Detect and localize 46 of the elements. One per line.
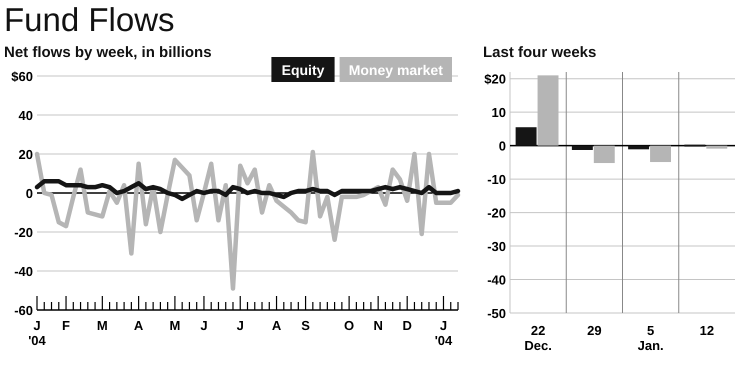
text: Money market (348, 62, 444, 78)
x-tick-label: 22 Dec. (524, 323, 552, 353)
bar (538, 75, 558, 146)
y-tick-label: -40 (14, 264, 33, 279)
text: Equity (282, 62, 325, 78)
y-tick-label: -10 (487, 172, 506, 188)
bar (706, 146, 728, 149)
y-tick-label: -50 (487, 306, 506, 321)
chart-subtitle: Net flows by week, in billions (4, 44, 212, 61)
y-tick-label: -40 (487, 272, 506, 288)
y-tick-label: 10 (492, 105, 506, 120)
x-tick-label: M (169, 318, 180, 333)
bar (572, 146, 593, 150)
y-tick-label: -20 (487, 206, 506, 221)
x-tick-label: A (134, 318, 144, 333)
y-tick-label: 0 (26, 186, 33, 201)
y-tick-label: -60 (14, 303, 33, 318)
bar (516, 127, 537, 146)
chart-title: Fund Flows (4, 1, 175, 38)
y-tick-label: 0 (498, 138, 506, 154)
x-tick-label: J (200, 318, 208, 333)
x-tick-label: N (373, 318, 383, 333)
x-tick-label: 5 Jan. (638, 323, 664, 353)
x-tick-label: A (272, 318, 282, 333)
x-tick-label: J '04 (434, 318, 454, 348)
line-series (34, 150, 460, 291)
y-tick-label: -20 (14, 225, 33, 240)
x-tick-label: D (402, 318, 412, 333)
x-tick-label: O (344, 318, 354, 333)
x-tick-label: 29 (587, 323, 602, 338)
y-tick-label: -30 (487, 239, 506, 254)
x-tick-label: J (236, 318, 244, 333)
x-tick-label: J '04 (28, 318, 47, 348)
y-tick-label: $20 (484, 72, 506, 87)
y-tick-label: 40 (18, 108, 33, 123)
y-tick-label: $60 (11, 69, 33, 84)
chart-title: Last four weeks (483, 44, 596, 61)
x-tick-label: M (96, 318, 108, 333)
x-tick-label: F (62, 318, 70, 333)
y-tick-label: 20 (18, 147, 33, 162)
line-series (34, 179, 460, 202)
bar (594, 146, 615, 164)
bar (628, 146, 650, 150)
bar (650, 146, 671, 162)
x-tick-label: S (301, 318, 310, 333)
x-tick-label: 12 (700, 323, 714, 338)
